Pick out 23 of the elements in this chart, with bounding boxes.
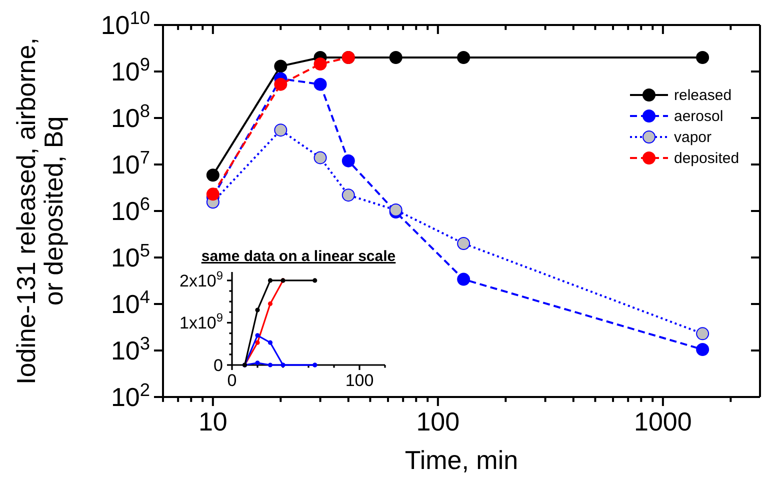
y-tick-label: 10$^{4}$ [110,287,150,320]
x-axis-title: Time, min [404,445,518,475]
x-tick-label: 100 [345,371,374,390]
y-tick-label: 10$^{10}$ [100,8,150,40]
chart-title: same data on a linear scale [201,248,396,265]
x-tick-label: 1000 [634,406,692,437]
y-tick-label: 10$^{9}$ [110,54,150,87]
legend-label: aerosol [674,108,724,125]
y-tick-label: 10$^{2}$ [110,380,150,412]
y-axis-title: Iodine-131 released, airborne, or deposited, Bq [11,38,68,384]
legend-label: deposited [674,150,740,167]
x-tick-label: 10 [198,406,228,437]
y-tick-label: 10$^{3}$ [110,334,150,366]
legend-label: vapor [674,129,712,146]
y-tick-label: 1x10$^{9}$ [180,310,224,333]
x-tick-label: 100 [416,406,460,437]
y-tick-label: 10$^{8}$ [110,101,150,134]
y-tick-label: 10$^{6}$ [110,194,150,226]
y-tick-label: 2x10$^{9}$ [180,268,224,290]
y-tick-label: 0 [214,356,223,375]
y-tick-label: 10$^{7}$ [110,148,150,180]
y-tick-label: 10$^{5}$ [110,240,150,273]
legend-label: released [674,87,732,104]
